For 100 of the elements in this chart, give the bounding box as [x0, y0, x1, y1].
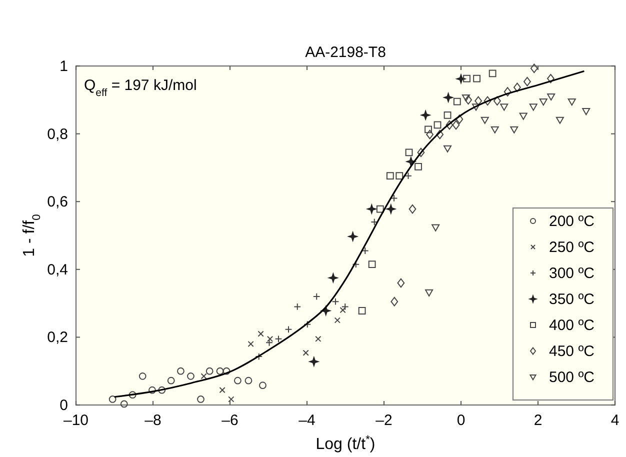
point — [386, 172, 394, 180]
annotation: Q$_{eff}$ = 197 kJ/mol — [84, 77, 197, 99]
point — [390, 296, 398, 306]
point — [367, 204, 376, 214]
point — [452, 120, 460, 130]
point — [480, 116, 489, 124]
point — [432, 224, 440, 232]
x-tick-label: –10 — [63, 412, 89, 429]
point — [216, 367, 224, 375]
point — [358, 307, 366, 314]
point — [417, 148, 425, 158]
point — [348, 232, 358, 242]
point — [222, 367, 230, 375]
legend-label: 300 ºC — [549, 265, 595, 282]
legend-label: 250 ºC — [549, 239, 595, 256]
x-tick-label: –4 — [298, 412, 316, 429]
point — [547, 74, 554, 84]
x-axis-title: Log (t/t$^{*}$) — [316, 434, 376, 453]
point — [490, 126, 499, 134]
point — [493, 96, 501, 106]
point — [206, 367, 214, 375]
legend-label: 200 ºC — [549, 213, 595, 230]
point — [539, 98, 548, 106]
point — [446, 120, 454, 130]
point — [464, 95, 472, 105]
point — [529, 104, 538, 111]
point — [500, 104, 508, 111]
point — [386, 204, 396, 214]
point — [120, 400, 128, 408]
point — [197, 396, 204, 403]
point — [397, 278, 405, 288]
point — [158, 386, 166, 394]
point — [340, 307, 346, 314]
point — [547, 93, 556, 101]
point — [530, 64, 538, 74]
point — [302, 350, 309, 356]
y-tick-label: 0,2 — [47, 329, 68, 346]
point — [568, 98, 576, 106]
point — [138, 372, 146, 380]
point — [414, 162, 422, 170]
point — [444, 111, 452, 119]
point — [456, 114, 464, 124]
point — [504, 87, 512, 96]
point — [474, 96, 482, 106]
y-tick-label: 0,4 — [47, 261, 68, 278]
point — [463, 74, 470, 82]
point — [368, 260, 376, 268]
y-tick-label: 0,6 — [47, 194, 68, 211]
x-tick-label: 4 — [610, 412, 620, 429]
y-tick-label: 0,8 — [47, 126, 68, 143]
point — [200, 373, 207, 380]
point — [187, 372, 194, 380]
point — [219, 387, 226, 394]
point — [315, 336, 322, 342]
point — [258, 330, 264, 337]
point — [376, 205, 384, 213]
legend-label: 400 ºC — [549, 317, 595, 334]
point — [472, 104, 480, 111]
x-tick-label: 0 — [456, 412, 466, 429]
point — [425, 289, 434, 296]
point — [444, 92, 453, 102]
point — [328, 273, 338, 283]
point — [436, 130, 444, 140]
point — [473, 74, 480, 82]
y-tick-label: 1 — [60, 58, 68, 75]
x-tick-label: –8 — [144, 412, 162, 429]
point — [484, 96, 492, 106]
point — [462, 94, 470, 102]
point — [453, 98, 461, 106]
point — [334, 317, 340, 324]
point — [228, 396, 234, 402]
point — [148, 386, 156, 394]
point — [244, 376, 252, 384]
point — [259, 382, 266, 390]
point — [582, 108, 590, 116]
point — [514, 82, 521, 92]
y-tick-label: 0 — [60, 397, 68, 414]
point — [556, 116, 564, 124]
point — [234, 376, 242, 384]
point — [177, 367, 184, 375]
point — [424, 126, 432, 134]
point — [510, 126, 518, 134]
point — [434, 121, 442, 129]
point — [309, 356, 319, 366]
point — [128, 391, 136, 399]
point — [444, 145, 452, 152]
point — [408, 204, 416, 214]
x-tick-label: 2 — [534, 412, 542, 429]
point — [519, 112, 528, 120]
legend-label: 500 ºC — [549, 369, 595, 386]
x-tick-label: –6 — [222, 412, 238, 429]
point — [108, 396, 116, 403]
point — [456, 74, 466, 84]
legend-label: 350 ºC — [549, 291, 595, 308]
point — [426, 130, 434, 140]
point — [167, 376, 175, 384]
point — [524, 76, 531, 86]
legend-label: 450 ºC — [549, 343, 595, 360]
x-tick-label: –2 — [376, 412, 392, 429]
chart-title: AA-2198-T8 — [305, 44, 386, 61]
